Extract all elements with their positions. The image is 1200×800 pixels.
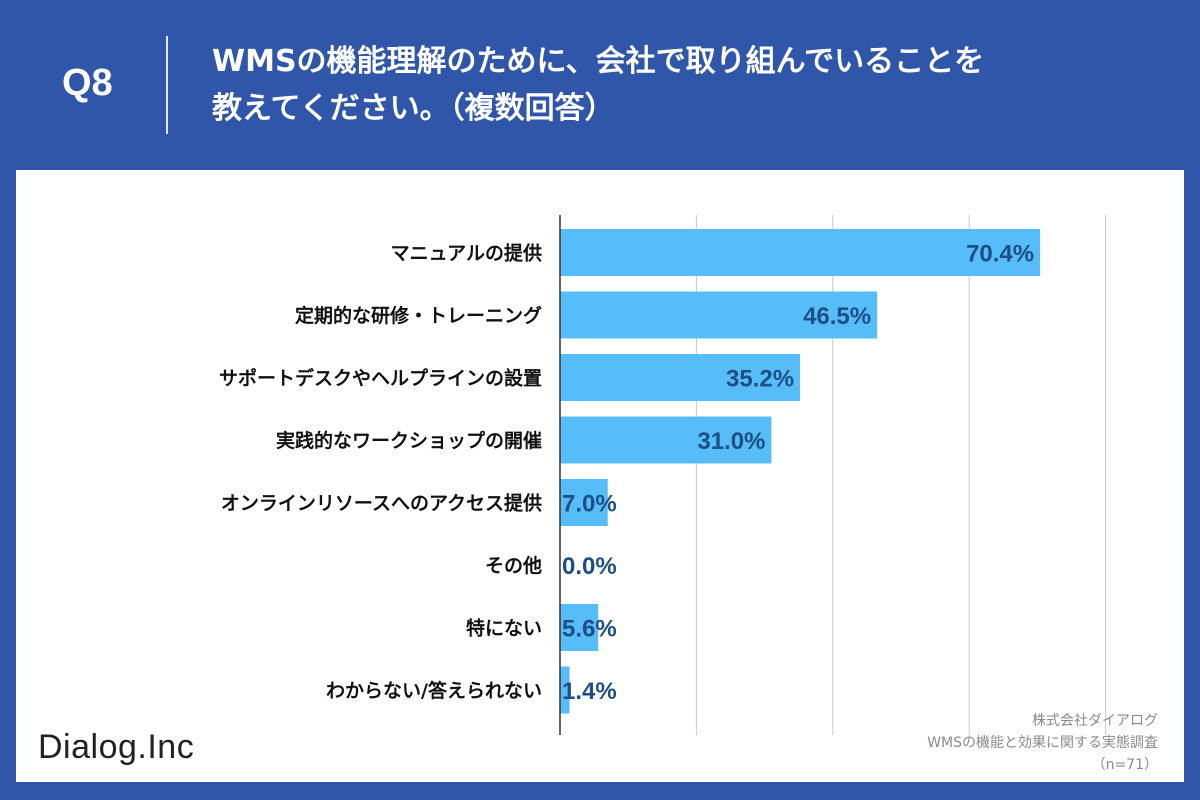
category-label: 実践的なワークショップの開催 [276,429,542,452]
bar [560,291,878,339]
bar [560,479,608,526]
question-title: WMSの機能理解のために、会社で取り組んでいることを 教えてください。（複数回答… [212,38,1172,132]
value-label: 31.0% [697,428,765,455]
category-label: サポートデスクやヘルプラインの設置 [219,367,542,390]
question-number: Q8 [62,62,113,104]
value-label: 46.5% [803,303,871,330]
source-note: 株式会社ダイアログ WMSの機能と効果に関する実態調査 （n=71） [927,710,1158,776]
category-label: 定期的な研修・トレーニング [295,304,542,327]
category-label: マニュアルの提供 [391,242,542,265]
source-survey: WMSの機能と効果に関する実態調査 [927,735,1158,751]
category-label: その他 [485,554,542,577]
value-label: 5.6% [562,616,617,643]
bar [560,229,1041,276]
header-divider [166,36,168,134]
source-company: 株式会社ダイアログ [1032,713,1158,729]
category-label: オンラインリソースへのアクセス提供 [221,492,542,515]
question-title-line-2: 教えてください。（複数回答） [212,91,615,126]
brand-logo: Dialog.Inc [38,728,195,766]
bar [560,416,772,464]
bar [560,604,599,651]
value-label: 70.4% [966,241,1034,268]
bar [560,354,801,401]
value-label: 7.0% [562,491,617,518]
question-title-line-1: WMSの機能理解のために、会社で取り組んでいることを [212,44,985,79]
category-label: 特にない [466,618,542,640]
value-label: 0.0% [562,553,617,580]
value-label: 35.2% [726,366,794,393]
category-label: わからない/答えられない [326,679,542,702]
value-label: 1.4% [562,678,617,705]
source-sample: （n=71） [1091,757,1158,773]
bar [560,666,570,714]
